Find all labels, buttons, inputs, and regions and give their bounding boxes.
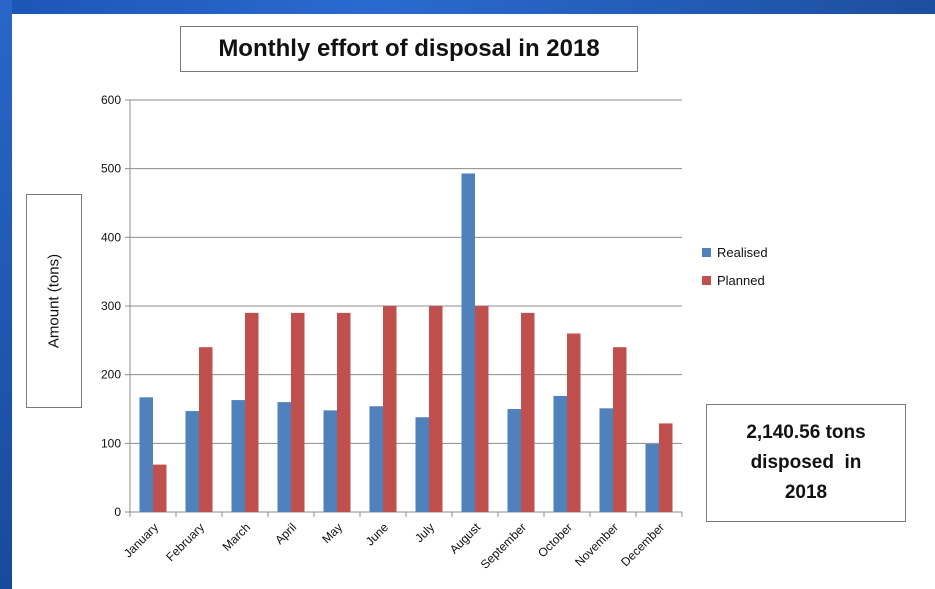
legend: Realised Planned (702, 238, 768, 294)
x-tick-label: February (163, 520, 207, 564)
bar-planned-october (567, 333, 581, 512)
bar-realised-august (461, 173, 475, 512)
bar-realised-march (231, 400, 245, 512)
x-tick-label: May (319, 520, 345, 546)
legend-item-realised: Realised (702, 238, 768, 266)
bar-realised-may (323, 410, 337, 512)
bar-planned-january (153, 464, 167, 512)
x-tick-label: June (363, 520, 392, 549)
legend-label-realised: Realised (717, 244, 768, 260)
y-tick-label: 100 (101, 436, 121, 450)
slide: 0 100 200 300 400 500 600 January February March A… (12, 14, 935, 589)
y-tick-label: 200 (101, 368, 121, 382)
y-axis-label: Amount (tons) (45, 253, 63, 349)
x-tick-label: April (272, 520, 299, 547)
bar-planned-june (383, 306, 397, 512)
x-tick-label: July (412, 520, 437, 545)
slide-top-band (0, 0, 935, 14)
y-tick-label: 300 (101, 299, 121, 313)
bar-realised-november (599, 408, 613, 512)
bar-planned-july (429, 306, 443, 512)
x-tick-label: September (478, 520, 529, 571)
bar-realised-december (645, 444, 659, 512)
legend-label-planned: Planned (717, 272, 765, 288)
y-axis-label-box: Amount (tons) (26, 194, 82, 408)
y-tick-label: 600 (101, 93, 121, 107)
bar-planned-december (659, 423, 673, 512)
x-tick-label: August (447, 520, 484, 557)
x-tick-label: March (220, 520, 253, 553)
legend-swatch-realised (702, 247, 711, 257)
x-tick-label: December (618, 520, 667, 569)
bar-realised-february (185, 411, 199, 512)
bar-realised-april (277, 402, 291, 512)
note-line-2: disposed in (750, 452, 862, 473)
legend-item-planned: Planned (702, 266, 768, 294)
bar-planned-september (521, 312, 535, 512)
bar-chart: 0 100 200 300 400 500 600 January February March A… (101, 93, 683, 572)
note-line-3: 2018 (784, 482, 828, 503)
bar-planned-may (337, 312, 351, 512)
bar-planned-august (475, 306, 489, 512)
x-tick-label: November (572, 520, 621, 569)
x-tick-label: October (535, 520, 575, 560)
y-tick-label: 500 (101, 162, 121, 176)
bar-realised-june (369, 406, 383, 512)
y-tick-label: 400 (101, 230, 121, 244)
bar-realised-july (415, 417, 429, 512)
legend-swatch-planned (702, 275, 711, 285)
bar-planned-february (199, 347, 213, 512)
slide-left-band (0, 0, 12, 589)
total-note-box: 2,140.56 tons disposed in 2018 (706, 404, 906, 522)
bar-realised-october (553, 395, 567, 512)
y-tick-label: 0 (114, 505, 121, 519)
x-tick-label: January (121, 520, 161, 560)
chart-title: Monthly effort of disposal in 2018 (218, 35, 600, 62)
bar-planned-november (613, 347, 627, 512)
note-line-1: 2,140.56 tons (746, 422, 866, 443)
bar-realised-september (507, 409, 521, 512)
bar-planned-april (291, 312, 305, 512)
bar-realised-january (139, 397, 153, 512)
bar-planned-march (245, 312, 259, 512)
chart-title-box: Monthly effort of disposal in 2018 (180, 26, 638, 72)
